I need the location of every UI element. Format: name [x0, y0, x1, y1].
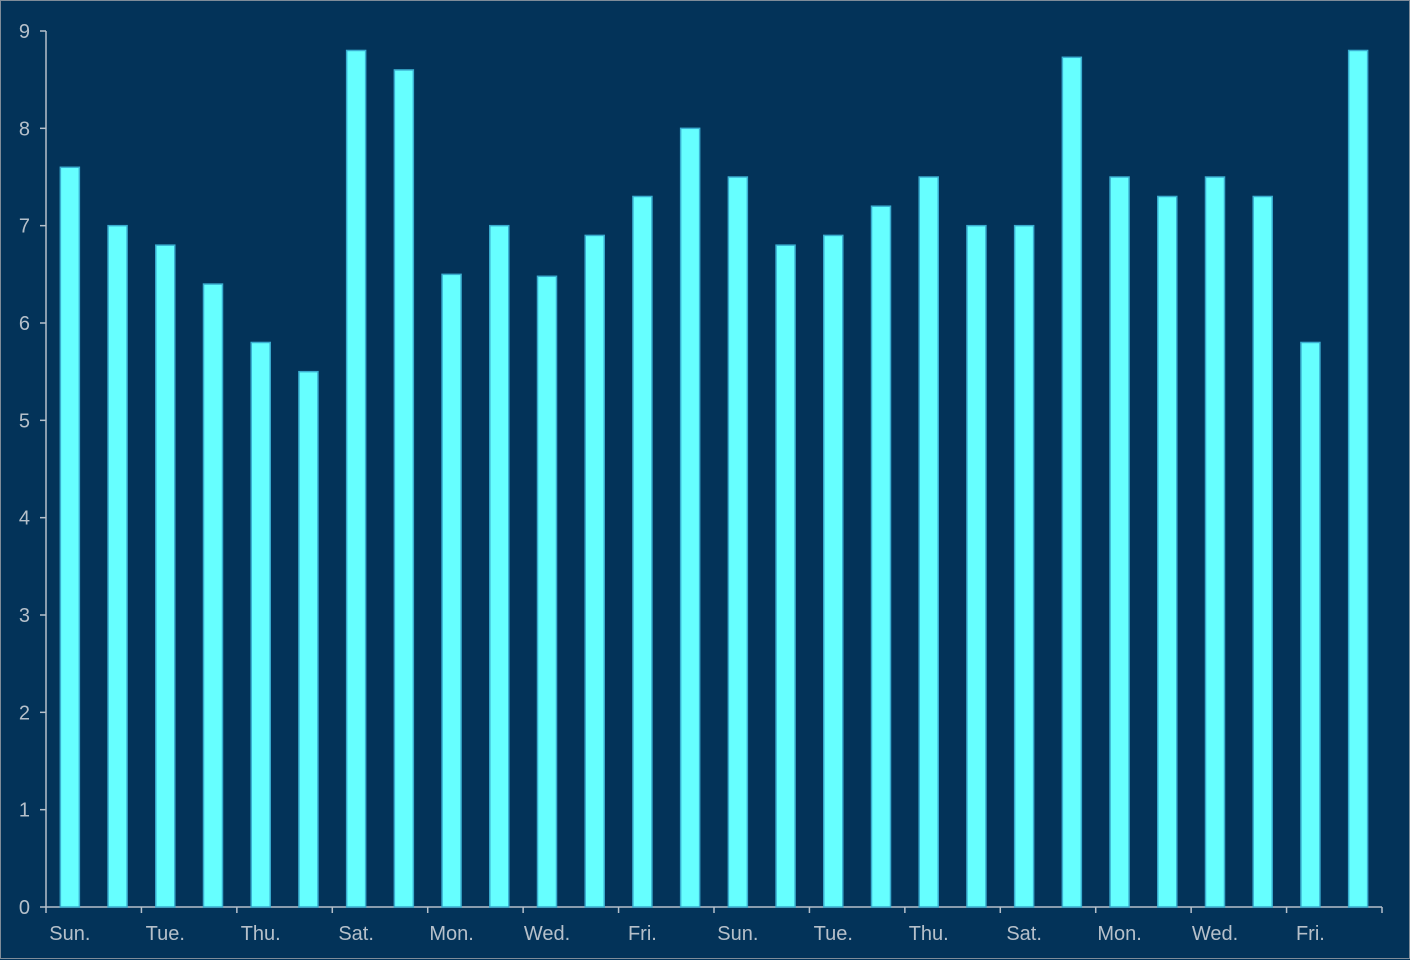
y-tick-label: 0: [19, 897, 30, 919]
x-tick-label: Wed.: [524, 923, 570, 945]
y-tick-label: 7: [19, 216, 30, 238]
tick-labels: 0 1 2 3 4 5 6 7 8 9 Sun. Tue. Thu. Sat. Mon. Wed. Fri. Su…: [19, 21, 1325, 945]
bar: [584, 234, 605, 908]
y-tick-label: 2: [19, 702, 30, 724]
bar: [1300, 341, 1321, 908]
x-tick-label: Mon.: [1097, 923, 1141, 945]
y-tick-label: 6: [19, 313, 30, 335]
bar: [727, 176, 749, 908]
bar: [345, 49, 367, 908]
bar: [918, 176, 939, 908]
x-tick-label: Tue.: [146, 923, 185, 945]
x-tick-label: Thu.: [909, 923, 949, 945]
bar: [59, 166, 81, 908]
x-tick-label: Sun.: [49, 923, 90, 945]
x-tick-label: Sun.: [717, 923, 758, 945]
bar: [966, 224, 987, 908]
y-tick-label: 8: [19, 118, 30, 140]
bar: [107, 224, 128, 908]
x-tick-label: Tue.: [814, 923, 853, 945]
x-tick-label: Thu.: [241, 923, 281, 945]
bar: [536, 275, 558, 908]
bar: [1109, 176, 1130, 908]
bar: [1013, 224, 1035, 908]
bar: [632, 195, 653, 908]
bar: [823, 234, 844, 908]
bar: [870, 205, 892, 908]
bar: [202, 283, 224, 908]
bar: [679, 127, 701, 908]
axes: [40, 30, 1383, 913]
bar: [1061, 56, 1083, 908]
x-tick-label: Fri.: [628, 923, 657, 945]
bars: [59, 49, 1369, 908]
bar: [250, 341, 271, 908]
y-tick-label: 3: [19, 605, 30, 627]
x-tick-label: Mon.: [429, 923, 473, 945]
bar: [1204, 176, 1226, 908]
x-tick-label: Sat.: [1006, 923, 1042, 945]
x-tick-label: Sat.: [338, 923, 374, 945]
bar: [1157, 195, 1178, 908]
bar: [1347, 49, 1369, 908]
bar: [393, 69, 415, 908]
bar: [441, 273, 462, 908]
bar: [1252, 195, 1273, 908]
y-tick-label: 5: [19, 410, 30, 432]
x-tick-label: Fri.: [1296, 923, 1325, 945]
bar: [298, 370, 319, 908]
y-tick-label: 4: [19, 508, 30, 530]
x-tick-label: Wed.: [1192, 923, 1238, 945]
y-tick-label: 1: [19, 800, 30, 822]
y-tick-label: 9: [19, 21, 30, 43]
bar: [489, 224, 510, 908]
bar: [155, 244, 176, 908]
bar: [775, 244, 796, 908]
